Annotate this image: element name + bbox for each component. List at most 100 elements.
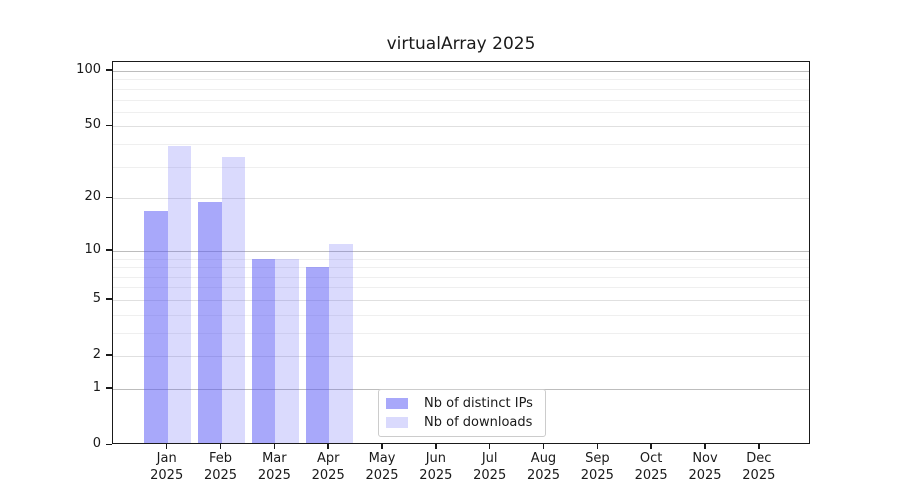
y-axis-tick-mark <box>106 298 112 300</box>
x-axis-tick-mark <box>704 444 706 449</box>
y-axis-tick-mark <box>106 249 112 251</box>
y-axis-tick-mark <box>106 443 112 446</box>
gridline-y-60 <box>113 111 809 113</box>
y-axis-tick-mark <box>106 124 112 127</box>
x-axis-month-text: Mar <box>262 451 287 466</box>
bar-distinct-ips <box>144 210 168 443</box>
y-axis-tick-label: 5 <box>92 290 101 306</box>
y-axis-tick-mark <box>106 69 112 71</box>
x-axis-month-text: Aug <box>530 451 557 466</box>
y-axis-tick-mark <box>106 387 112 389</box>
x-axis-month-label: Aug 2025 <box>517 451 571 484</box>
x-axis-tick-mark <box>758 444 760 449</box>
y-axis-tick-label: 10 <box>84 241 101 257</box>
gridline-y-40 <box>113 144 809 146</box>
x-axis-year-text: 2025 <box>419 467 453 483</box>
gridline-y-30 <box>113 166 809 168</box>
gridline-y-100 <box>113 71 809 72</box>
gridline-y-90 <box>113 79 809 81</box>
bar-downloads <box>167 146 192 443</box>
gridline-y-6 <box>113 287 809 289</box>
gridline-y-20 <box>113 198 809 200</box>
gridline-y-10 <box>113 250 809 252</box>
x-axis-month-label: Nov 2025 <box>678 451 732 484</box>
x-axis-month-label: Feb 2025 <box>194 451 248 484</box>
x-axis-year-text: 2025 <box>742 467 776 483</box>
x-axis-tick-mark <box>327 444 329 449</box>
x-axis-month-text: Sep <box>585 451 610 466</box>
x-axis-month-text: Dec <box>746 451 772 466</box>
plot-area <box>112 61 810 444</box>
x-axis-month-label: May 2025 <box>355 451 409 484</box>
chart-title: virtualArray 2025 <box>386 34 536 54</box>
x-axis-year-text: 2025 <box>203 467 238 483</box>
x-axis-month-label: Jan 2025 <box>140 451 194 484</box>
gridline-y-5 <box>113 299 809 301</box>
x-axis-year-text: 2025 <box>634 467 668 483</box>
y-axis-tick-label: 20 <box>84 189 101 205</box>
x-axis-month-label: Jun 2025 <box>409 451 463 484</box>
x-axis-tick-mark <box>488 444 491 449</box>
y-axis-tick-label: 0 <box>92 436 101 452</box>
gridline-y-4 <box>113 314 809 316</box>
x-axis-tick-mark <box>273 444 276 449</box>
x-axis-month-text: Oct <box>639 451 663 466</box>
x-axis-tick-mark <box>542 444 545 449</box>
legend-label: Nb of distinct IPs <box>424 396 533 411</box>
x-axis-month-text: Feb <box>209 451 233 466</box>
x-axis-month-text: Jan <box>156 451 177 466</box>
gridline-y-7 <box>113 276 809 278</box>
x-axis-month-label: Apr 2025 <box>301 451 355 484</box>
x-axis-year-text: 2025 <box>365 467 399 483</box>
x-axis-tick-mark <box>435 444 437 449</box>
legend-item: Nb of downloads <box>386 415 545 430</box>
x-axis-month-text: May <box>368 451 396 466</box>
gridline-y-9 <box>113 258 809 260</box>
legend-item: Nb of distinct IPs <box>386 396 545 411</box>
x-axis-year-text: 2025 <box>688 467 722 483</box>
x-axis-month-text: Nov <box>692 451 718 466</box>
x-axis-month-label: Mar 2025 <box>247 451 301 484</box>
x-axis-year-text: 2025 <box>311 467 345 483</box>
gridline-y-2 <box>113 356 809 358</box>
y-axis-tick-mark <box>106 196 112 199</box>
legend-swatch-distinct-ips <box>386 398 408 409</box>
x-axis-month-label: Oct 2025 <box>624 451 678 484</box>
x-axis-month-label: Jul 2025 <box>463 451 517 484</box>
y-axis-tick-label: 100 <box>76 62 101 77</box>
y-axis-tick-mark <box>106 354 112 356</box>
x-axis-year-text: 2025 <box>580 467 614 483</box>
y-axis-tick-label: 2 <box>92 347 101 363</box>
x-axis-year-text: 2025 <box>257 467 291 483</box>
gridline-y-3 <box>113 332 809 334</box>
bar-downloads <box>329 243 353 443</box>
bar-downloads <box>275 258 299 443</box>
x-axis-month-text: Jun <box>425 451 446 466</box>
x-axis-month-text: Jul <box>481 451 498 466</box>
x-axis-tick-mark <box>596 444 599 449</box>
x-axis-month-label: Sep 2025 <box>570 451 624 484</box>
x-axis-year-text: 2025 <box>473 467 507 483</box>
bar-downloads <box>221 156 245 443</box>
gridline-y-80 <box>113 88 809 90</box>
bar-distinct-ips <box>198 202 222 443</box>
bar-distinct-ips <box>305 267 330 443</box>
x-axis-month-text: Apr <box>316 451 340 466</box>
gridline-y-70 <box>113 99 809 101</box>
x-axis-year-text: 2025 <box>526 467 561 483</box>
x-axis-month-label: Dec 2025 <box>732 451 786 484</box>
y-axis-tick-label: 50 <box>84 117 101 133</box>
y-axis-tick-label: 1 <box>92 380 101 396</box>
x-axis-year-text: 2025 <box>150 467 184 483</box>
legend: Nb of distinct IPs Nb of downloads <box>378 389 546 437</box>
x-axis-tick-mark <box>219 444 222 449</box>
x-axis-tick-mark <box>165 444 168 449</box>
legend-label: Nb of downloads <box>424 415 533 430</box>
gridline-y-50 <box>113 126 809 128</box>
x-axis-tick-mark <box>650 444 652 449</box>
gridline-y-8 <box>113 267 809 269</box>
legend-swatch-downloads <box>386 417 408 428</box>
bar-distinct-ips <box>251 258 276 443</box>
x-axis-tick-mark <box>381 444 383 449</box>
